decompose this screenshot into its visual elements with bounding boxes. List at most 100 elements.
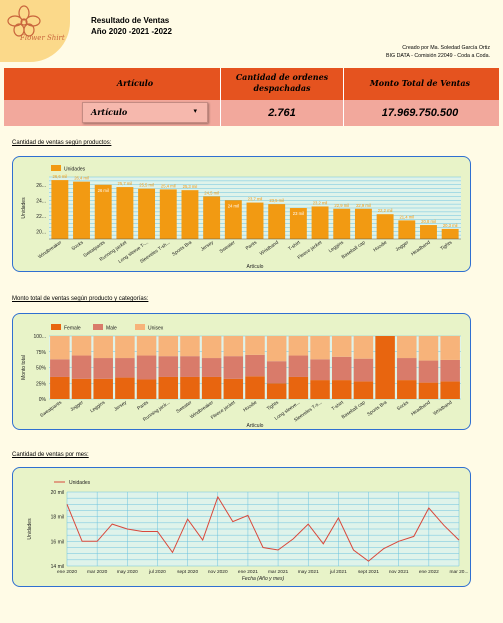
bar-segment xyxy=(201,376,222,399)
chart3-svg: 14 mil 16 mil 18 mil 20 mil ene 2020 mar 2020… xyxy=(27,480,469,582)
chart1-svg: 20...22...24...26...UnidadesUnidades26,6… xyxy=(21,165,461,270)
kpi-header-band xyxy=(4,68,499,100)
flower-icon xyxy=(7,5,41,37)
bar-segment xyxy=(201,358,222,377)
y-tick-label: 18 mil xyxy=(51,515,64,521)
x-tick-label: may 2021 xyxy=(298,569,319,575)
bar-segment xyxy=(397,336,417,359)
bar xyxy=(441,228,459,239)
data-label: 26,4 mil xyxy=(74,176,89,181)
y-tick-label: 50% xyxy=(36,366,47,372)
legend-label: Male xyxy=(106,326,117,332)
bar-segment xyxy=(223,336,244,357)
bar-segment xyxy=(245,376,265,399)
x-tick-label: Jersey xyxy=(113,399,129,412)
bar-segment xyxy=(180,336,200,357)
y-axis-title: Monto total xyxy=(21,355,27,380)
bar-segment xyxy=(440,381,460,399)
chevron-down-icon: ▾ xyxy=(193,106,197,115)
y-tick-label: 0% xyxy=(39,397,47,403)
bar-segment xyxy=(375,336,395,399)
x-axis-title: Artículo xyxy=(247,423,264,429)
bar-segment xyxy=(288,336,309,356)
y-axis-title: Unidades xyxy=(21,197,27,219)
bar-segment xyxy=(266,383,287,399)
bar-segment xyxy=(266,361,287,384)
bar-segment xyxy=(158,336,179,357)
y-tick-label: 20 mil xyxy=(51,490,64,496)
legend-label: Unidades xyxy=(69,480,91,486)
articulo-filter-dropdown[interactable]: Artículo ▾ xyxy=(82,102,208,123)
kpi-ordenes-label-line1: Cantidad de ordenes xyxy=(235,72,329,82)
bar xyxy=(51,180,69,239)
x-tick-label: Sweater xyxy=(175,399,193,414)
data-label: 20,3 mil xyxy=(443,223,458,228)
x-tick-label: nov 2021 xyxy=(389,569,409,575)
report-title-line2: Año 2020 -2021 -2022 xyxy=(91,27,172,36)
data-label: 26,6 mil xyxy=(53,174,68,179)
chart2-svg: 0% 25% 50% 75% 100... Female Male Unisex Monto t… xyxy=(21,324,461,429)
bar-segment xyxy=(180,356,200,377)
x-tick-label: Windbreaker xyxy=(37,239,63,260)
x-tick-label: T-shirt xyxy=(331,399,346,412)
x-tick-label: Pants xyxy=(245,239,259,251)
bar-segment xyxy=(245,354,265,377)
chart-ventas-mes: 14 mil 16 mil 18 mil 20 mil ene 2020 mar 2020… xyxy=(12,467,471,587)
bar-segment xyxy=(136,355,157,380)
legend-swatch xyxy=(135,324,145,330)
bar-segment xyxy=(223,378,244,399)
x-tick-label: ene 2021 xyxy=(238,569,258,575)
chart-ventas-productos: 20... 22... 24... 26... Unidades Unidades 26,6… xyxy=(12,156,471,272)
x-tick-label: nov 2020 xyxy=(208,569,228,575)
data-label: 25,3 mil xyxy=(183,184,198,189)
bar-segment xyxy=(331,380,352,399)
legend-swatch xyxy=(51,324,61,330)
credit-line2: BIG DATA - Comisión 22049 - Coda a Coda. xyxy=(385,53,490,59)
kpi-ordenes-value: 2.761 xyxy=(268,107,296,119)
x-tick-label: Jogger xyxy=(69,399,85,413)
bar-segment xyxy=(245,336,265,355)
bar xyxy=(159,189,177,239)
bar xyxy=(181,190,199,239)
x-tick-label: jul 2020 xyxy=(148,569,166,575)
bar-segment xyxy=(418,336,439,361)
x-tick-label: mar 2020 xyxy=(87,569,108,575)
x-tick-label: Baseball cap xyxy=(341,400,367,421)
data-label: 22,9 mil xyxy=(334,203,349,208)
kpi-divider xyxy=(220,68,221,126)
data-label: 23 mil xyxy=(293,211,304,216)
bar-segment xyxy=(397,380,417,399)
x-tick-label: may 2020 xyxy=(117,569,138,575)
x-tick-label: mar 20... xyxy=(450,569,469,575)
data-label: 23,5 mil xyxy=(269,198,284,203)
kpi-ordenes-label-line2: despachadas xyxy=(253,83,311,93)
bar-segment xyxy=(310,380,330,399)
x-tick-label: Fleece jacket xyxy=(210,399,237,421)
bar-segment xyxy=(310,336,330,360)
series-line xyxy=(66,495,460,562)
bar-segment xyxy=(418,360,439,383)
x-axis-title: Fecha (Año y mes) xyxy=(242,576,285,582)
bar-segment xyxy=(310,359,330,381)
x-tick-label: Socks xyxy=(71,239,86,252)
x-tick-label: Sports Bra xyxy=(171,240,193,258)
y-tick-label: 24... xyxy=(36,198,46,204)
bar-segment xyxy=(50,376,70,399)
legend-swatch xyxy=(93,324,103,330)
kpi-ordenes-label: Cantidad de ordenes despachadas xyxy=(222,72,342,94)
bar-segment xyxy=(418,382,439,399)
legend-label: Unisex xyxy=(148,326,164,332)
bar-segment xyxy=(353,336,374,359)
x-tick-label: Socks xyxy=(396,399,411,412)
bar-segment xyxy=(353,358,374,382)
bar xyxy=(73,181,90,239)
x-tick-label: Jersey xyxy=(200,239,216,252)
y-tick-label: 100... xyxy=(33,334,46,340)
x-tick-label: Sweater xyxy=(219,239,237,254)
x-tick-label: Sports Bra xyxy=(366,400,388,418)
bar-segment xyxy=(180,376,200,399)
y-tick-label: 25% xyxy=(36,381,47,387)
data-label: 21,4 mil xyxy=(399,214,414,219)
kpi-monto-value: 17.969.750.500 xyxy=(381,107,459,119)
bar-segment xyxy=(288,376,309,399)
